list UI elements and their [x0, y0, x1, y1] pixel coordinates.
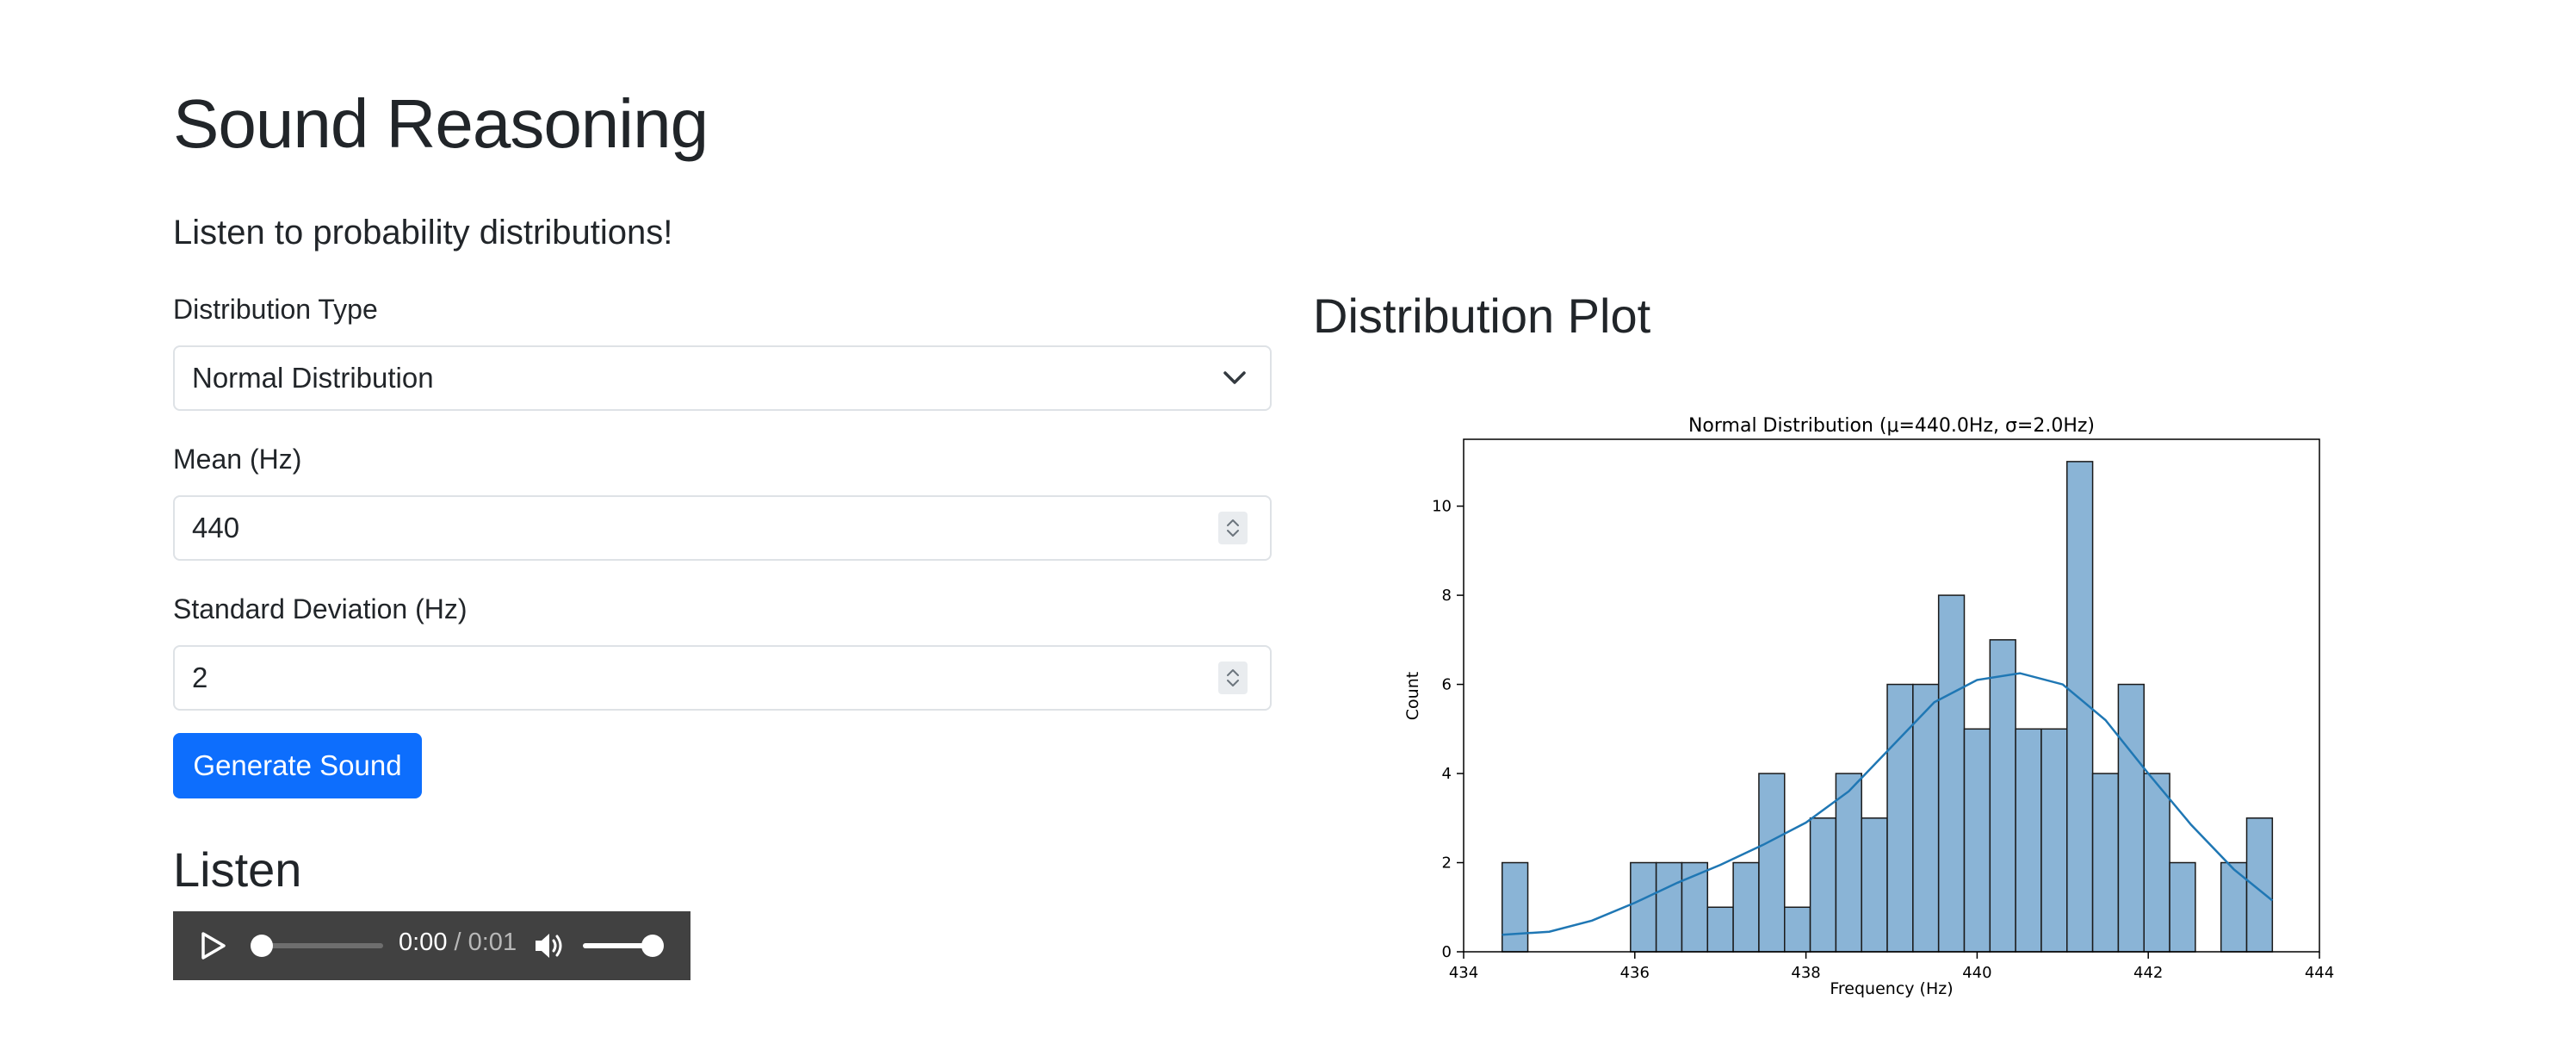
y-tick-label: 8	[1442, 587, 1452, 605]
mean-stepper[interactable]	[1218, 512, 1248, 544]
distribution-plot: Normal Distribution (μ=440.0Hz, σ=2.0Hz)…	[1403, 415, 2334, 998]
stepper-arrows-icon	[1227, 519, 1239, 537]
histogram-bar	[2169, 861, 2196, 953]
distribution-type-label: Distribution Type	[173, 294, 378, 325]
chevron-down-icon	[1223, 371, 1246, 384]
histogram-bar	[1989, 639, 2016, 953]
x-tick-label: 434	[1449, 964, 1478, 982]
x-tick-label: 436	[1620, 964, 1650, 982]
y-tick-label: 0	[1442, 943, 1452, 961]
volume-track[interactable]	[583, 943, 660, 948]
histogram-bar	[1732, 861, 1760, 953]
histogram-bar	[1835, 773, 1862, 953]
std-label: Standard Deviation (Hz)	[173, 593, 468, 624]
histogram-bar	[1501, 861, 1529, 953]
current-time: 0:00	[399, 929, 448, 956]
histogram-bar	[1758, 773, 1786, 953]
y-tick-label: 6	[1442, 676, 1452, 694]
plot-frame	[1463, 438, 2320, 953]
distribution-type-value: Normal Distribution	[192, 362, 434, 394]
histogram-bar	[1937, 594, 1966, 953]
x-tick-label: 442	[2133, 964, 2163, 982]
x-axis-label: Frequency (Hz)	[1830, 979, 1953, 998]
x-tick-label: 438	[1791, 964, 1820, 982]
stepper-arrows-icon	[1227, 669, 1239, 686]
distribution-plot-heading: Distribution Plot	[1313, 289, 1651, 343]
volume-icon[interactable]	[533, 930, 566, 961]
histogram-bar	[1963, 728, 1991, 953]
histogram-bar	[1630, 861, 1657, 953]
progress-thumb[interactable]	[251, 935, 273, 957]
time-separator: /	[447, 929, 468, 956]
histogram-bar	[2040, 728, 2068, 953]
histogram-bar	[1912, 683, 1940, 953]
x-tick-label: 440	[1962, 964, 1991, 982]
duration: 0:01	[468, 929, 517, 956]
mean-value: 440	[192, 512, 240, 544]
histogram-bar	[1706, 906, 1734, 953]
histogram-bar	[1784, 906, 1811, 953]
volume-thumb[interactable]	[641, 935, 664, 957]
x-tick-label: 444	[2305, 964, 2334, 982]
histogram-bar	[1809, 817, 1837, 953]
generate-sound-button[interactable]: Generate Sound	[173, 733, 422, 798]
progress-track[interactable]	[264, 943, 383, 948]
listen-heading: Listen	[173, 842, 302, 897]
y-axis-label: Count	[1403, 672, 1422, 720]
play-icon[interactable]	[201, 932, 226, 960]
std-input[interactable]: 2	[173, 645, 1272, 711]
std-stepper[interactable]	[1218, 662, 1248, 694]
histogram-bar	[2143, 773, 2170, 953]
histogram-bar	[2117, 683, 2145, 953]
histogram-bar	[2015, 728, 2042, 953]
y-tick-label: 4	[1442, 765, 1452, 783]
std-value: 2	[192, 662, 208, 693]
histogram-bar	[1655, 861, 1683, 953]
distribution-type-select[interactable]: Normal Distribution	[173, 345, 1272, 411]
y-tick-label: 2	[1442, 854, 1452, 873]
kde-curve	[1502, 672, 2274, 936]
histogram-bar	[2245, 817, 2274, 953]
mean-label: Mean (Hz)	[173, 444, 302, 475]
chart-title: Normal Distribution (μ=440.0Hz, σ=2.0Hz)	[1688, 415, 2095, 437]
y-tick-label: 10	[1432, 498, 1452, 516]
histogram-bar	[1886, 683, 1914, 953]
mean-input[interactable]: 440	[173, 495, 1272, 561]
histogram-bar	[1861, 817, 1888, 953]
histogram-bar	[2091, 773, 2120, 953]
audio-player: 0:00 / 0:01	[173, 911, 690, 980]
time-display: 0:00 / 0:01	[399, 929, 517, 957]
page-title: Sound Reasoning	[173, 85, 709, 162]
page-lead: Listen to probability distributions!	[173, 214, 673, 252]
